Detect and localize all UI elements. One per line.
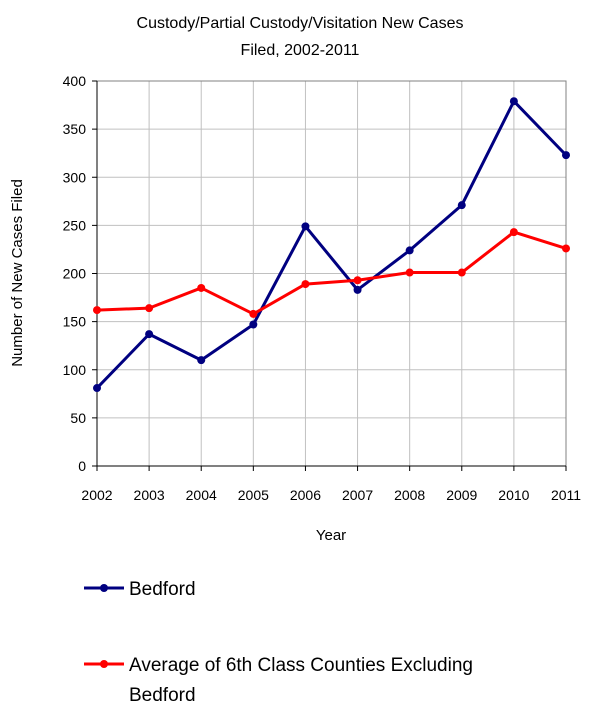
x-tick-label: 2011 (551, 487, 581, 503)
series-line-average-6th-class (96, 230, 567, 316)
legend-label: Average of 6th Class Counties Excluding (129, 655, 473, 676)
data-point-bedford (93, 384, 101, 393)
x-tick-label: 2004 (186, 487, 217, 503)
x-tick-label: 2009 (446, 487, 477, 503)
y-tick-label: 200 (63, 266, 87, 282)
x-tick-label: 2005 (238, 487, 269, 503)
data-point-bedford (301, 222, 310, 231)
x-tick-label: 2008 (394, 487, 425, 503)
y-axis-label: Number of New Cases Filed (9, 179, 26, 367)
data-point-bedford (562, 151, 570, 160)
x-tick-label: 2010 (498, 487, 529, 503)
data-point-average-6th-class (301, 280, 310, 289)
legend-swatch-marker (100, 584, 108, 592)
y-axis-ticks: 0 50 100 150 200 250 300 350 400 (63, 73, 97, 474)
data-point-average-6th-class (509, 228, 518, 237)
y-tick-label: 150 (63, 314, 87, 330)
data-point-average-6th-class (197, 283, 206, 292)
chart-title-line-1: Custody/Partial Custody/Visitation New C… (137, 15, 464, 32)
data-point-bedford (353, 285, 362, 294)
y-tick-label: 300 (63, 169, 87, 185)
y-tick-label: 350 (63, 121, 87, 137)
legend-label: Bedford (129, 685, 196, 706)
x-tick-label: 2003 (134, 487, 165, 503)
y-tick-label: 0 (78, 458, 86, 474)
x-axis-label: Year (316, 527, 346, 544)
data-point-bedford (457, 201, 466, 210)
legend-swatch-marker (100, 660, 108, 668)
series-line-bedford (95, 99, 568, 390)
series (93, 97, 570, 393)
data-point-average-6th-class (145, 304, 154, 313)
y-tick-label: 250 (63, 217, 87, 233)
x-axis-ticks: 2002 2003 2004 2005 2006 2007 2008 2009 2010 2011 (81, 466, 581, 503)
y-tick-label: 100 (63, 362, 87, 378)
y-tick-label: 50 (70, 410, 86, 426)
data-point-bedford (249, 320, 258, 329)
legend-item: Average of 6th Class Counties Excluding B… (84, 655, 473, 706)
chart-title-line-2: Filed, 2002-2011 (241, 42, 360, 59)
data-point-average-6th-class (405, 268, 414, 277)
y-tick-label: 400 (63, 73, 87, 89)
data-point-average-6th-class (93, 306, 101, 315)
legend-item: Bedford (84, 579, 196, 600)
data-point-average-6th-class (562, 244, 570, 253)
x-tick-label: 2007 (342, 487, 373, 503)
data-point-average-6th-class (249, 309, 258, 318)
data-point-bedford (197, 356, 206, 365)
data-point-bedford (509, 97, 518, 106)
data-point-bedford (145, 330, 154, 339)
legend-label: Bedford (129, 579, 196, 600)
x-tick-label: 2002 (81, 487, 112, 503)
data-point-bedford (405, 246, 414, 255)
data-point-average-6th-class (457, 268, 466, 277)
x-tick-label: 2006 (290, 487, 321, 503)
data-point-average-6th-class (353, 276, 362, 285)
